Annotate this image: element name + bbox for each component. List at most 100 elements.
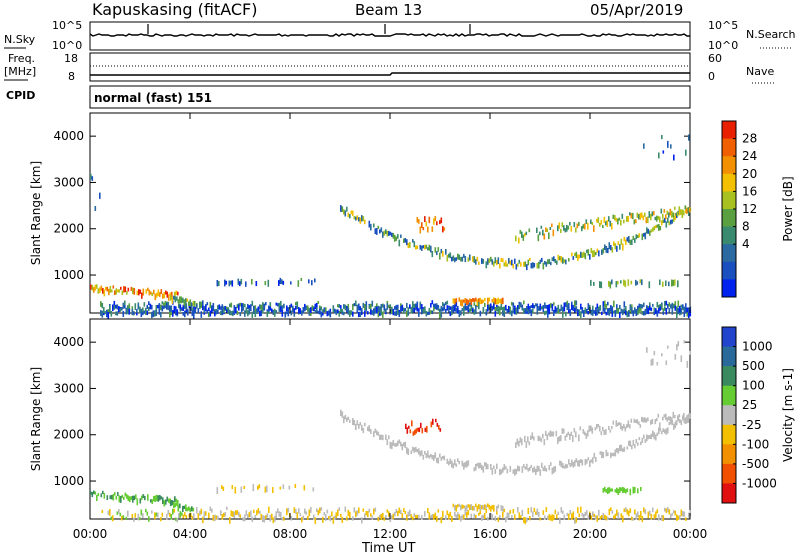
data-cell bbox=[629, 212, 631, 216]
data-cell bbox=[364, 304, 366, 310]
data-cell bbox=[264, 486, 267, 493]
data-cell bbox=[271, 308, 273, 313]
data-cell bbox=[677, 300, 680, 307]
data-cell bbox=[382, 231, 384, 238]
data-cell bbox=[464, 256, 467, 263]
data-cell bbox=[562, 257, 564, 264]
data-cell bbox=[288, 485, 291, 490]
data-cell bbox=[140, 509, 143, 516]
data-cell bbox=[554, 509, 557, 515]
data-cell bbox=[233, 311, 236, 315]
data-cell bbox=[279, 277, 282, 284]
data-cell bbox=[394, 311, 396, 316]
data-cell bbox=[557, 304, 560, 310]
data-cell bbox=[199, 510, 201, 516]
data-cell bbox=[247, 310, 249, 317]
data-cell bbox=[605, 221, 607, 226]
data-cell bbox=[667, 303, 669, 309]
data-cell bbox=[182, 297, 184, 303]
data-cell bbox=[185, 515, 188, 519]
data-cell bbox=[614, 310, 617, 317]
data-cell bbox=[589, 460, 591, 468]
data-cell bbox=[479, 504, 482, 511]
data-cell bbox=[281, 517, 284, 521]
data-cell bbox=[401, 306, 404, 310]
data-cell bbox=[655, 511, 657, 518]
data-cell bbox=[110, 311, 113, 317]
data-cell bbox=[602, 488, 605, 493]
data-cell bbox=[566, 464, 569, 468]
data-cell bbox=[551, 223, 553, 228]
data-cell bbox=[347, 307, 350, 315]
data-cell bbox=[211, 508, 213, 513]
data-cell bbox=[609, 281, 612, 289]
data-cell bbox=[611, 279, 613, 285]
data-cell bbox=[286, 305, 288, 311]
data-cell bbox=[421, 245, 423, 251]
data-cell bbox=[191, 303, 193, 309]
data-cell bbox=[638, 303, 641, 308]
data-cell bbox=[638, 437, 641, 441]
data-cell bbox=[406, 302, 408, 309]
data-cell bbox=[229, 517, 231, 524]
data-cell bbox=[155, 309, 158, 316]
data-cell bbox=[488, 304, 491, 308]
data-cell bbox=[488, 258, 491, 264]
data-cell bbox=[365, 304, 368, 312]
data-cell bbox=[114, 290, 116, 295]
data-cell bbox=[395, 236, 398, 241]
data-cell bbox=[340, 205, 342, 212]
data-cell bbox=[659, 304, 662, 308]
data-cell bbox=[656, 418, 658, 422]
data-cell bbox=[617, 218, 619, 225]
data-cell bbox=[467, 504, 470, 508]
data-cell bbox=[637, 305, 639, 311]
data-cell bbox=[626, 488, 629, 493]
data-cell bbox=[383, 304, 386, 311]
data-cell bbox=[406, 427, 409, 434]
data-cell bbox=[635, 419, 637, 423]
data-cell bbox=[120, 496, 122, 503]
data-cell bbox=[418, 427, 421, 433]
data-cell bbox=[436, 221, 438, 226]
data-cell bbox=[374, 428, 377, 433]
data-cell bbox=[194, 308, 197, 314]
data-cell bbox=[458, 503, 461, 507]
data-cell bbox=[106, 495, 109, 500]
data-cell bbox=[530, 464, 533, 468]
data-cell bbox=[243, 485, 246, 489]
data-cell bbox=[638, 233, 641, 238]
data-cell bbox=[439, 252, 441, 260]
data-cell bbox=[100, 493, 103, 498]
data-cell bbox=[408, 425, 410, 429]
data-cell bbox=[685, 517, 687, 521]
data-cell bbox=[584, 511, 587, 517]
data-cell bbox=[595, 515, 597, 520]
data-cell bbox=[484, 302, 486, 307]
data-cell bbox=[164, 301, 167, 306]
data-cell bbox=[482, 299, 485, 303]
data-cell bbox=[557, 225, 559, 232]
data-cell bbox=[272, 517, 275, 524]
data-cell bbox=[557, 511, 560, 515]
data-cell bbox=[179, 511, 182, 518]
data-cell bbox=[671, 279, 673, 287]
data-cell bbox=[175, 308, 177, 316]
data-cell bbox=[514, 305, 516, 312]
data-cell bbox=[225, 280, 228, 285]
data-cell bbox=[314, 278, 316, 283]
data-cell bbox=[257, 306, 260, 311]
data-cell bbox=[282, 484, 285, 489]
data-cell bbox=[338, 507, 341, 511]
data-cell bbox=[169, 292, 172, 296]
data-cell bbox=[151, 292, 154, 296]
data-cell bbox=[685, 303, 687, 307]
data-cell bbox=[376, 430, 378, 436]
data-cell bbox=[338, 304, 341, 308]
cpid-label: CPID bbox=[6, 89, 35, 102]
data-cell bbox=[638, 214, 640, 220]
data-cell bbox=[177, 299, 180, 304]
data-cell bbox=[458, 297, 461, 302]
data-cell bbox=[617, 488, 620, 495]
data-cell bbox=[463, 309, 465, 316]
